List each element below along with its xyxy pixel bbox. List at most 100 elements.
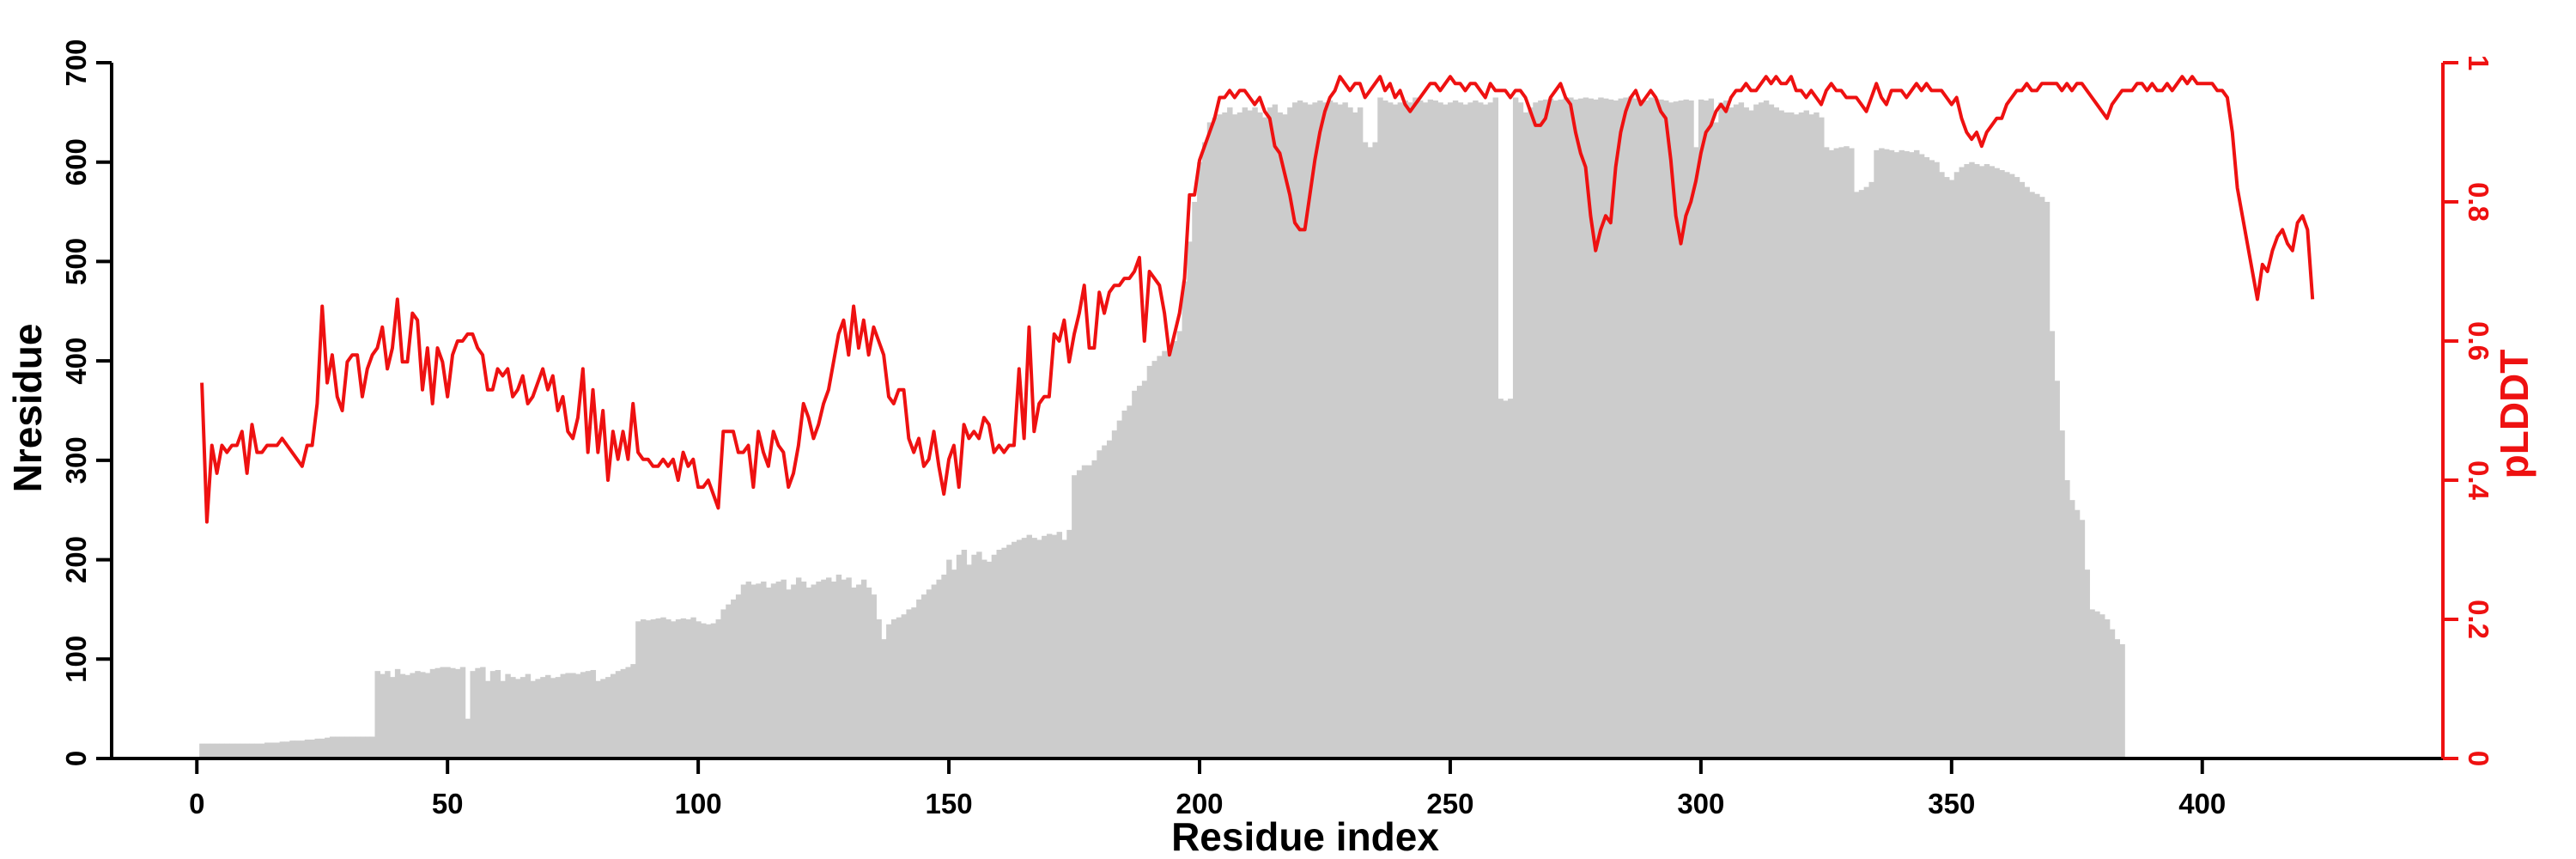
bar [1282,114,1288,759]
bar [830,582,837,758]
bar [1723,100,1729,759]
bar [1623,97,1629,758]
bar [1959,167,1965,758]
y2-axis-title: pLDDT [2492,350,2537,479]
bar [1402,100,1408,759]
bar [1853,192,1860,758]
bar [610,673,617,758]
y-tick-label: 600 [60,138,92,186]
bar [1819,117,1825,758]
bar [1939,172,1945,759]
bar [2064,480,2070,758]
y-tick-label: 100 [60,636,92,683]
bar [1056,532,1063,758]
bar [239,743,246,758]
bar [1948,180,1955,759]
bar [484,680,491,758]
bar [1814,112,1820,759]
bar [1352,112,1358,759]
bar [355,736,361,758]
bar [590,670,597,758]
bar [715,619,721,758]
bar [2004,172,2010,759]
bar [1498,399,1504,758]
bar [786,589,792,758]
bar [1683,99,1689,758]
bar [1322,102,1328,759]
bar [254,743,260,758]
bar [2114,639,2120,758]
bar [705,624,712,758]
bar [329,736,336,758]
bar [1061,539,1067,758]
bar [295,740,301,758]
bar [1613,100,1619,759]
bar [896,617,902,758]
bar [344,736,350,758]
bar [956,554,963,758]
bar [1167,345,1173,758]
bar [1768,104,1775,759]
bar [394,668,401,758]
bar [580,672,586,758]
bar [1307,104,1313,759]
bar [1893,152,1900,758]
bar [440,667,446,758]
bar [1773,107,1779,758]
bar [1628,96,1634,759]
bar [726,604,732,758]
bar [1648,97,1654,758]
bar [1392,104,1399,759]
bar [334,736,341,758]
bar [1789,112,1795,759]
x-tick-label: 0 [189,788,204,819]
bar [1242,107,1249,758]
bar [1728,107,1735,758]
bar [1503,400,1509,758]
bar [2119,643,2125,758]
bar [1598,97,1604,758]
bar [299,740,306,758]
bar [1432,100,1438,759]
bar [209,743,216,758]
bar [369,736,376,758]
bar [1437,102,1443,759]
bar [851,587,857,758]
bar [1127,405,1133,758]
bar [1542,99,1549,758]
bar [1072,475,1078,758]
y2-tick-label: 0.4 [2463,460,2494,501]
bar [1753,104,1759,759]
bar [1357,107,1364,758]
bar [1588,98,1594,758]
bar [1874,149,1880,758]
bar [625,667,631,758]
bar [1272,104,1279,759]
bar [410,673,416,758]
bar [1653,98,1659,758]
bar [1828,149,1835,758]
bar [1783,112,1789,759]
bar [1953,172,1960,759]
bar [525,673,532,758]
bar [640,619,647,758]
bar [2089,609,2095,758]
bar [1688,100,1694,759]
bar [1317,100,1323,759]
bar [314,738,320,758]
bar [951,570,957,758]
bar [390,677,396,758]
bar [841,579,847,758]
bar [690,617,696,758]
bar [1844,146,1850,758]
bar [1292,102,1298,759]
bar [434,667,441,758]
bar [1918,154,1925,758]
bar [846,577,852,758]
bar [204,743,210,758]
bar [1111,430,1118,758]
bar [415,671,421,758]
bar [1031,538,1037,758]
bar [731,599,737,758]
